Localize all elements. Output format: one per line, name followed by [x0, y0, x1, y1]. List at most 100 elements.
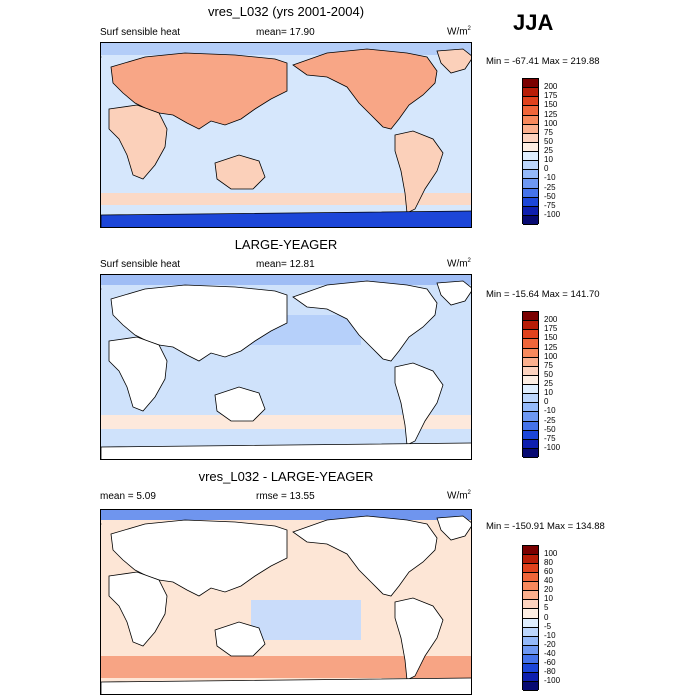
colorbar-tick-label: -75: [544, 433, 556, 443]
panel-title: LARGE-YEAGER: [234, 237, 338, 252]
units-exponent: 2: [467, 26, 471, 32]
colorbar-tick-label: -100: [544, 209, 561, 219]
continent-antarctica: [101, 677, 471, 694]
continent-africa-wrap: [108, 336, 168, 412]
colorbar-tick-label: 100: [544, 351, 558, 361]
rmse-prefix: rmse =: [256, 491, 290, 502]
variable-label: Surf sensible heat: [100, 27, 181, 38]
map-field: [101, 275, 471, 459]
colorbar-swatch: [523, 645, 538, 655]
units-label: W/m2: [447, 26, 471, 37]
panel-title: vres_L032 (yrs 2001-2004): [207, 4, 365, 19]
continents: [292, 515, 471, 681]
continent-greenland: [436, 280, 471, 306]
colorbar-swatch: [523, 681, 538, 691]
colorbar-tick-label: -100: [544, 442, 561, 452]
colorbar-tick-label: -25: [544, 182, 556, 192]
colorbar-tick-label: -5: [544, 621, 552, 631]
colorbar-tick-label: -20: [544, 639, 556, 649]
colorbar-tick-label: 100: [544, 549, 558, 559]
units-text: W/m: [447, 258, 468, 270]
continent-australia-wrap: [214, 154, 266, 190]
continent-north-america: [292, 515, 438, 597]
map-layer: [101, 43, 471, 227]
continent-south-america: [394, 597, 444, 681]
colorbar-tick-label: 10: [544, 388, 553, 398]
colorbar-tick-label: 75: [544, 127, 553, 137]
colorbar-tick-label: -60: [544, 657, 556, 667]
colorbar-swatch: [523, 627, 538, 637]
continents-wrap: [101, 284, 288, 422]
colorbar-swatch: [523, 618, 538, 628]
colorbar-tick-label: 75: [544, 360, 553, 370]
colorbar-tick-label: 200: [544, 315, 558, 325]
minmax-label: Min = -15.64 Max = 141.70: [486, 289, 600, 300]
map-layer: [101, 510, 471, 694]
southern-ocean-band: [101, 193, 471, 205]
colorbar-tick-label: 150: [544, 333, 558, 343]
continent-south-america: [394, 362, 444, 446]
colorbar-swatch: [523, 564, 538, 574]
colorbar-tick-label: -80: [544, 666, 556, 676]
rmse-value: 13.55: [289, 491, 315, 502]
colorbar-swatch: [523, 97, 538, 107]
colorbar-swatch: [523, 573, 538, 583]
continent-europe-asia-wrap: [110, 519, 288, 597]
colorbar-swatch: [523, 663, 538, 673]
colorbar-swatch: [523, 430, 538, 440]
continent-north-america: [292, 280, 438, 362]
mean-label: mean = 5.09: [100, 491, 156, 502]
southern-ocean-band: [101, 656, 471, 678]
colorbar-tick-label: 0: [544, 164, 549, 174]
colorbar: [522, 545, 539, 691]
continents: [292, 48, 471, 214]
units-label: W/m2: [447, 258, 471, 269]
colorbar-tick-label: -50: [544, 424, 556, 434]
colorbar-swatch: [523, 197, 538, 207]
mean-label: mean= 12.81: [256, 259, 315, 270]
continent-africa-wrap: [108, 104, 168, 180]
colorbar-swatch: [523, 439, 538, 449]
colorbar-tick-label: -10: [544, 173, 556, 183]
units-exponent: 2: [467, 490, 471, 496]
colorbar-swatch: [523, 412, 538, 422]
colorbar-tick-label: -50: [544, 191, 556, 201]
colorbar-tick-label: 125: [544, 109, 558, 119]
colorbar-swatch: [523, 403, 538, 413]
colorbar-swatch: [523, 179, 538, 189]
colorbar-swatch: [523, 348, 538, 358]
colorbar-tick-label: 40: [544, 576, 553, 586]
pacific-cool-band: [251, 600, 361, 640]
colorbar-tick-label: 150: [544, 100, 558, 110]
colorbar-swatch: [523, 170, 538, 180]
colorbar-swatch: [523, 206, 538, 216]
colorbar-tick-label: 175: [544, 91, 558, 101]
minmax-label: Min = -150.91 Max = 134.88: [486, 521, 605, 532]
map-field: [101, 510, 471, 694]
colorbar-swatch: [523, 582, 538, 592]
colorbar-tick-label: 10: [544, 594, 553, 604]
colorbar-swatch: [523, 188, 538, 198]
colorbar-tick-label: -10: [544, 630, 556, 640]
colorbar-tick-label: 50: [544, 369, 553, 379]
map-field: [101, 43, 471, 227]
colorbar-swatch: [523, 215, 538, 225]
continent-europe-asia-wrap: [110, 52, 288, 130]
colorbar-tick-label: 80: [544, 558, 553, 568]
colorbar-swatch: [523, 106, 538, 116]
colorbar-swatch: [523, 321, 538, 331]
colorbar-tick-label: 50: [544, 136, 553, 146]
continent-south-america: [394, 130, 444, 214]
arctic-band: [101, 275, 471, 285]
colorbar-tick-label: -75: [544, 200, 556, 210]
colorbar: [522, 311, 539, 458]
continents-wrap: [101, 52, 288, 190]
colorbar-swatch: [523, 124, 538, 134]
colorbar-tick-label: 0: [544, 397, 549, 407]
colorbar-tick-label: 60: [544, 567, 553, 577]
colorbar-swatch: [523, 555, 538, 565]
colorbar-tick-label: -100: [544, 675, 561, 685]
continents: [292, 280, 471, 446]
colorbar-swatch: [523, 88, 538, 98]
colorbar-swatch: [523, 385, 538, 395]
